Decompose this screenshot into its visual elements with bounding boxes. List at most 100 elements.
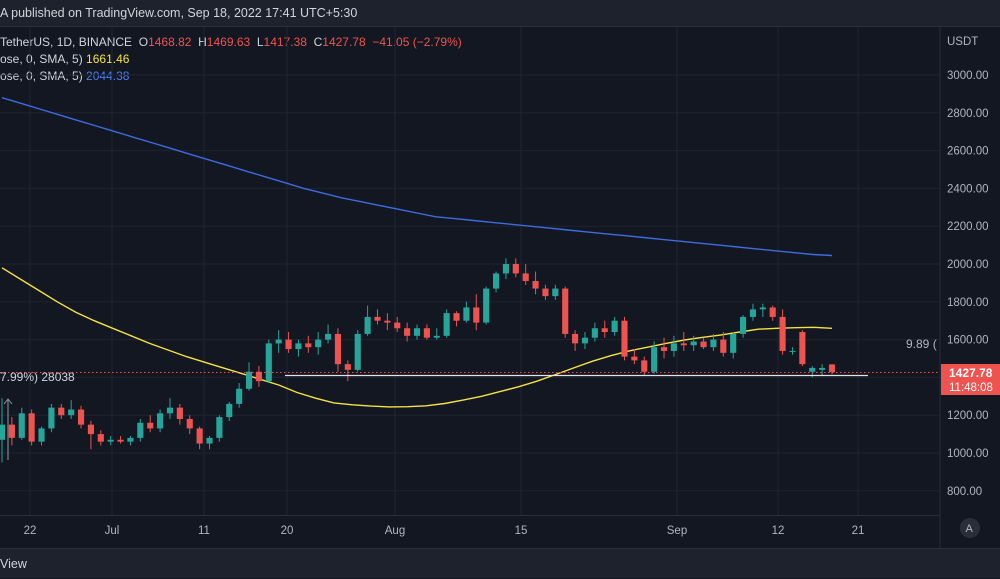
candle xyxy=(117,435,124,444)
x-tick-label: 21 xyxy=(852,525,865,537)
candle-body xyxy=(759,307,766,310)
close-label: C xyxy=(313,35,323,49)
candle xyxy=(0,398,6,463)
ma2-label: ose, 0, SMA, 5) xyxy=(0,69,83,83)
candle xyxy=(512,258,519,278)
candle xyxy=(522,264,529,285)
candle-body xyxy=(730,333,737,353)
candle-body xyxy=(315,339,322,348)
candle-body xyxy=(364,316,371,334)
candle-body xyxy=(28,413,35,442)
candle-body xyxy=(245,371,253,389)
candle xyxy=(226,401,233,421)
x-tick-label: 12 xyxy=(772,525,785,537)
candle xyxy=(157,409,164,433)
candle xyxy=(147,415,154,433)
y-tick-label: 1000.00 xyxy=(947,448,989,460)
candle-body xyxy=(295,343,302,350)
symbol-legend: TetherUS, 1D, BINANCE O1468.82 H1469.63 … xyxy=(0,34,462,50)
candle xyxy=(769,305,776,321)
candle-body xyxy=(8,424,15,438)
candle-body xyxy=(443,313,450,336)
candle-body xyxy=(77,409,85,425)
price-axis[interactable] xyxy=(940,27,1000,548)
candle-body xyxy=(176,407,183,419)
y-tick-label: 2600.00 xyxy=(947,146,989,158)
candle-body xyxy=(749,309,757,317)
auto-scale-button[interactable] xyxy=(960,518,980,538)
auto-scale-label: A xyxy=(966,523,974,535)
candle-body xyxy=(710,339,717,348)
candle-body xyxy=(226,403,233,418)
candle xyxy=(196,426,203,450)
y-tick-label: 2800.00 xyxy=(947,108,989,120)
candle-body xyxy=(483,288,490,323)
candle-body xyxy=(502,264,509,274)
candle xyxy=(344,360,351,382)
candle xyxy=(749,303,757,321)
publish-header: A published on TradingView.com, Sep 18, … xyxy=(0,0,1000,27)
candle-body xyxy=(740,316,747,334)
candle-body xyxy=(87,424,94,435)
candle-body xyxy=(581,337,589,344)
open-label: O xyxy=(138,35,149,49)
candle xyxy=(700,337,707,350)
candle-body xyxy=(48,407,55,429)
candle xyxy=(552,284,559,300)
ma1-legend: ose, 0, SMA, 5) 1661.46 xyxy=(0,51,129,67)
candle-body xyxy=(621,320,628,357)
candle-body xyxy=(384,320,391,323)
candle xyxy=(779,309,786,355)
candle-body xyxy=(305,343,312,348)
candle-body xyxy=(631,356,638,361)
candle xyxy=(453,311,460,327)
candle-body xyxy=(265,343,272,382)
candle xyxy=(710,333,717,351)
footer-text: View xyxy=(0,557,27,571)
ma1-label: ose, 0, SMA, 5) xyxy=(0,52,83,66)
y-tick-label: 2400.00 xyxy=(947,183,989,195)
candle-body xyxy=(0,424,6,440)
candle xyxy=(384,313,391,331)
candle-body xyxy=(562,288,569,334)
candle xyxy=(542,284,549,300)
candle-body xyxy=(809,367,816,372)
symbol-name: TetherUS, 1D, BINANCE xyxy=(0,35,133,49)
candle-body xyxy=(651,347,658,372)
y-tick-label: 1800.00 xyxy=(947,297,989,309)
candle xyxy=(325,324,332,344)
candle xyxy=(18,407,25,440)
candle xyxy=(206,435,213,450)
candle-body xyxy=(137,422,144,438)
candle xyxy=(265,339,272,384)
ma-long-line xyxy=(1,97,833,257)
candle-body xyxy=(404,328,411,336)
candle xyxy=(423,324,430,340)
candle-body xyxy=(166,407,174,414)
candle-body xyxy=(58,407,65,416)
candle xyxy=(611,316,618,336)
price-chart[interactable]: USDT 3000.00 2800.00 2600.00 2400.00 2200.00… xyxy=(0,0,1000,548)
candle-body xyxy=(720,339,727,353)
x-tick-label: Sep xyxy=(667,525,687,537)
y-tick-label: 800.00 xyxy=(947,486,982,498)
candle-body xyxy=(660,347,668,351)
candle-body xyxy=(680,343,687,346)
candle-body xyxy=(512,264,519,274)
candle xyxy=(404,322,411,342)
candle-body xyxy=(325,333,332,340)
candle xyxy=(572,330,579,351)
candle-body xyxy=(572,333,579,344)
ma2-legend: ose, 0, SMA, 5) 2044.38 xyxy=(0,68,129,84)
ma1-value: 1661.46 xyxy=(86,52,130,66)
x-tick-label: 22 xyxy=(24,525,37,537)
candle xyxy=(48,403,55,433)
candle-body xyxy=(196,428,203,444)
candle xyxy=(463,301,470,323)
candle xyxy=(295,339,302,357)
candle xyxy=(799,330,806,367)
candle-body xyxy=(433,335,440,338)
candle-body xyxy=(18,413,25,438)
candle-body xyxy=(700,341,707,348)
candle-body xyxy=(591,328,598,338)
